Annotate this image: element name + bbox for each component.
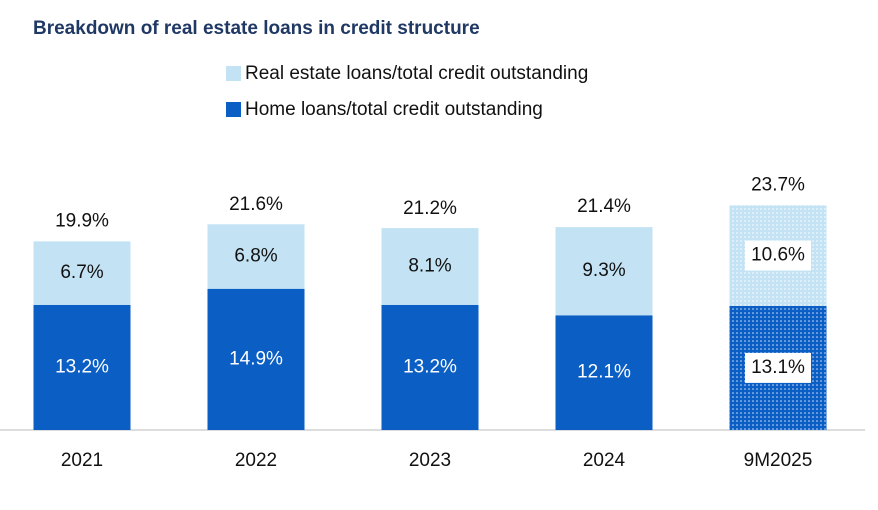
bar-segment: [381, 304, 479, 430]
bar-segment: [207, 288, 305, 430]
total-label: 19.9%: [55, 210, 109, 231]
x-tick-label: 9M2025: [744, 450, 813, 471]
value-label: 12.1%: [577, 362, 631, 383]
total-label: 21.6%: [229, 194, 283, 215]
value-label: 13.2%: [403, 356, 457, 377]
total-label: 23.7%: [751, 174, 805, 195]
bar-segment: [381, 228, 479, 305]
total-label: 21.4%: [577, 196, 631, 217]
bar-segment: [33, 241, 131, 305]
legend-label: Home loans/total credit outstanding: [245, 99, 543, 120]
legend-label: Real estate loans/total credit outstandi…: [245, 63, 588, 84]
x-tick-label: 2021: [61, 450, 103, 471]
value-label: 6.7%: [60, 262, 103, 283]
x-tick-label: 2023: [409, 450, 451, 471]
value-label: 6.8%: [234, 246, 277, 267]
value-label: 13.1%: [751, 357, 805, 378]
value-label: 8.1%: [408, 255, 451, 276]
legend-swatch: [226, 66, 241, 81]
bar-segment: [555, 315, 653, 430]
bar-segment: [555, 227, 653, 316]
value-label: 13.2%: [55, 356, 109, 377]
legend-swatch: [226, 102, 241, 117]
value-label: 9.3%: [582, 260, 625, 281]
label-box: [745, 352, 811, 383]
value-label: 10.6%: [751, 245, 805, 266]
value-label: 14.9%: [229, 348, 283, 369]
chart-title: Breakdown of real estate loans in credit…: [33, 18, 480, 39]
bar-segment: [207, 224, 305, 289]
total-label: 21.2%: [403, 198, 457, 219]
bar-segment: [33, 304, 131, 430]
x-tick-label: 2022: [235, 450, 277, 471]
label-box: [745, 240, 811, 271]
x-tick-label: 2024: [583, 450, 626, 471]
